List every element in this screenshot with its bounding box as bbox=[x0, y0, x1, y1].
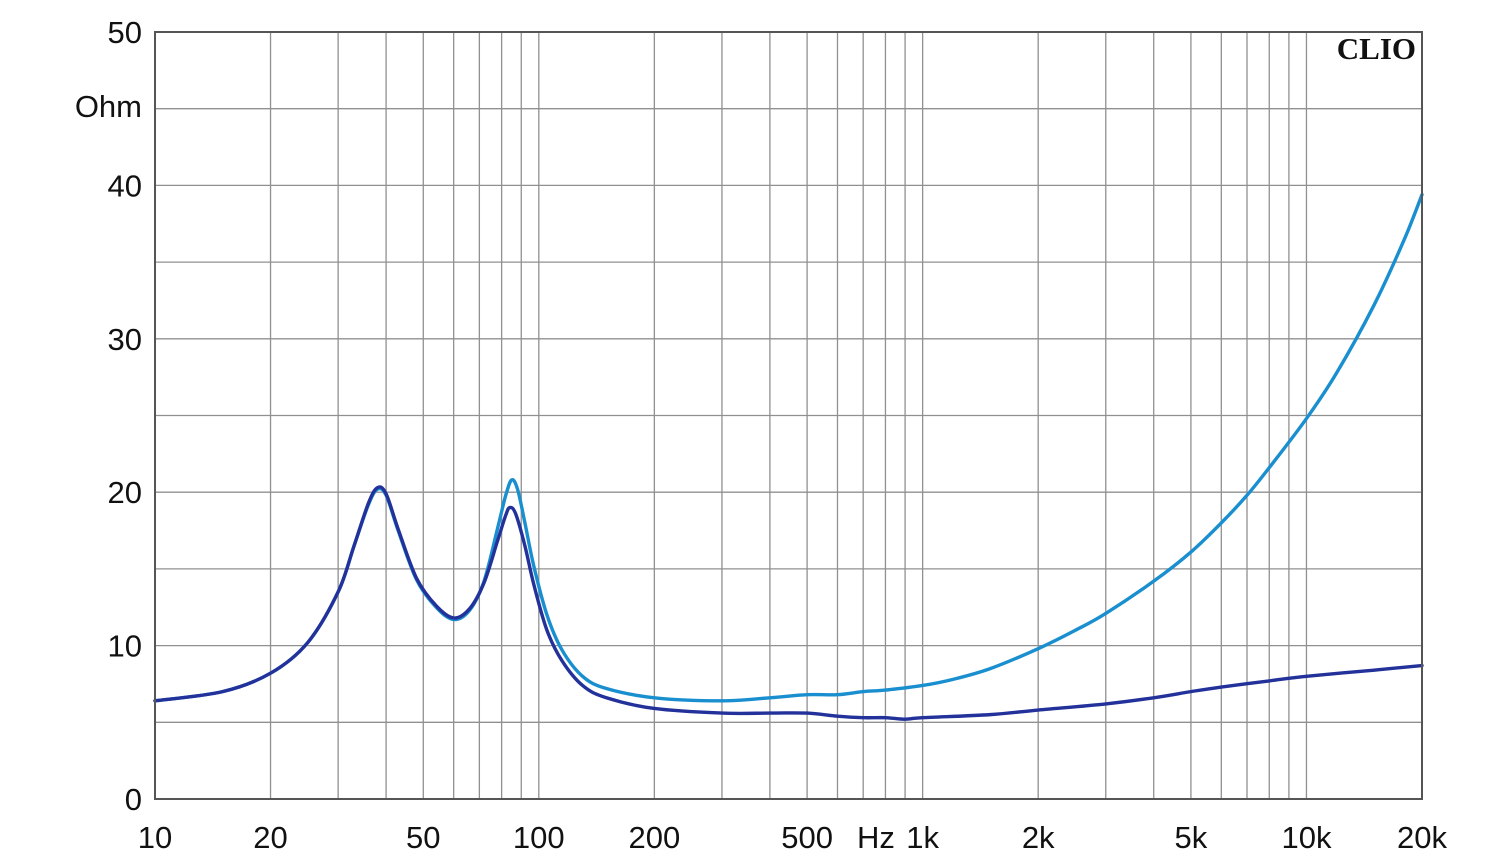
x-tick-label: 1k bbox=[906, 820, 939, 855]
x-tick-label: 100 bbox=[513, 820, 565, 855]
clio-watermark: CLIO bbox=[1337, 31, 1416, 66]
x-axis-unit: Hz bbox=[857, 820, 895, 855]
x-tick-label: 2k bbox=[1022, 820, 1055, 855]
impedance-curve-2 bbox=[153, 485, 1424, 721]
y-axis-unit: Ohm bbox=[75, 89, 142, 124]
y-tick-label: 50 bbox=[108, 15, 142, 50]
x-tick-label: 50 bbox=[406, 820, 440, 855]
plot-frame bbox=[154, 31, 1423, 800]
y-tick-label: 20 bbox=[108, 475, 142, 510]
grid bbox=[155, 32, 1422, 799]
x-tick-label: 500 bbox=[781, 820, 833, 855]
x-tick-label: 10 bbox=[138, 820, 172, 855]
x-tick-label: 20k bbox=[1397, 820, 1447, 855]
x-tick-label: 20 bbox=[253, 820, 287, 855]
y-tick-label: 40 bbox=[108, 168, 142, 203]
y-tick-label: 10 bbox=[108, 629, 142, 664]
y-tick-label: 0 bbox=[125, 782, 142, 817]
x-tick-label: 200 bbox=[629, 820, 681, 855]
x-tick-label: 10k bbox=[1282, 820, 1332, 855]
curves bbox=[153, 192, 1424, 721]
y-tick-label: 30 bbox=[108, 322, 142, 357]
x-tick-label: 5k bbox=[1175, 820, 1208, 855]
